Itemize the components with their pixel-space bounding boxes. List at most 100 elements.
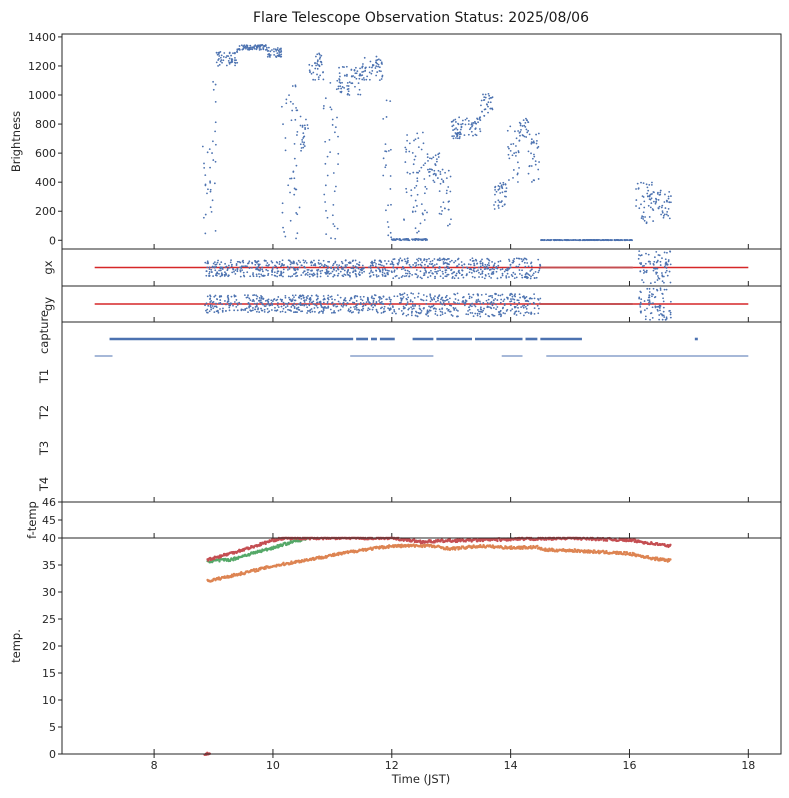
data-point xyxy=(631,266,634,269)
y-tick-label: 20 xyxy=(42,640,56,653)
data-point xyxy=(420,277,423,280)
data-point xyxy=(301,126,304,128)
data-point xyxy=(647,253,650,256)
data-point xyxy=(337,163,339,166)
data-point xyxy=(507,146,509,148)
data-point xyxy=(359,268,362,271)
data-point xyxy=(215,305,217,308)
data-point xyxy=(299,143,302,146)
data-point xyxy=(314,62,316,65)
data-point xyxy=(468,295,471,298)
data-point xyxy=(322,301,325,304)
data-point xyxy=(287,184,290,187)
data-point xyxy=(454,274,457,277)
data-point xyxy=(278,54,281,57)
data-point xyxy=(292,262,295,265)
data-point xyxy=(516,304,519,306)
data-point xyxy=(665,213,668,216)
data-point xyxy=(319,275,322,278)
data-point xyxy=(289,266,292,268)
data-point xyxy=(382,157,385,160)
data-point xyxy=(513,313,516,315)
data-point xyxy=(635,205,637,207)
data-point xyxy=(219,266,222,269)
y-axis-label-brightness: Brightness xyxy=(9,111,23,172)
data-point xyxy=(416,258,418,261)
data-point xyxy=(462,266,464,269)
data-point xyxy=(410,189,413,192)
data-point xyxy=(251,48,254,51)
data-point xyxy=(306,271,309,274)
data-point xyxy=(250,309,253,312)
data-point xyxy=(649,198,652,201)
data-point xyxy=(659,289,662,291)
data-point xyxy=(346,84,348,87)
data-point xyxy=(239,270,242,273)
data-point xyxy=(405,262,408,265)
data-point xyxy=(343,273,346,276)
data-point xyxy=(458,135,461,138)
data-point xyxy=(464,301,467,303)
data-point xyxy=(443,266,446,269)
data-point xyxy=(640,263,642,266)
data-point xyxy=(375,301,378,303)
data-point xyxy=(234,273,237,275)
data-point xyxy=(357,93,360,96)
data-point xyxy=(417,263,420,266)
data-point xyxy=(669,250,671,253)
data-point xyxy=(255,297,258,300)
data-point xyxy=(642,215,645,218)
data-point xyxy=(274,274,277,277)
data-point xyxy=(384,143,387,146)
data-point xyxy=(234,64,236,67)
data-point xyxy=(497,199,500,202)
data-point xyxy=(437,270,439,272)
data-point xyxy=(404,307,406,309)
data-point xyxy=(509,263,512,266)
data-point xyxy=(512,271,515,274)
data-point xyxy=(219,269,222,272)
data-point xyxy=(447,301,450,303)
data-point xyxy=(496,306,499,308)
data-point xyxy=(289,100,292,103)
data-point xyxy=(289,191,291,194)
data-point xyxy=(533,297,536,300)
data-point xyxy=(305,296,308,299)
data-point xyxy=(479,315,482,318)
data-point xyxy=(276,54,279,57)
data-point xyxy=(618,239,621,242)
data-point xyxy=(385,209,387,212)
data-point xyxy=(364,304,367,307)
data-point xyxy=(276,270,279,273)
data-point xyxy=(440,178,443,181)
data-point xyxy=(398,277,400,280)
data-point xyxy=(302,132,305,135)
data-point xyxy=(332,262,335,265)
data-point xyxy=(448,200,450,203)
data-point xyxy=(257,264,260,267)
data-point xyxy=(332,305,335,307)
data-point xyxy=(413,139,415,142)
data-point xyxy=(360,298,362,301)
data-point xyxy=(343,299,345,302)
data-point xyxy=(403,292,406,295)
data-point xyxy=(229,302,232,305)
data-point xyxy=(535,276,538,279)
data-point xyxy=(319,56,322,59)
data-point xyxy=(224,310,227,312)
data-point xyxy=(428,257,430,260)
data-point xyxy=(628,551,632,555)
data-point xyxy=(493,208,496,210)
data-point xyxy=(300,149,302,152)
data-point xyxy=(307,269,310,271)
data-point xyxy=(329,106,332,109)
data-point xyxy=(654,202,657,205)
data-point xyxy=(400,268,403,271)
category-label-t3: T3 xyxy=(37,441,51,456)
data-point xyxy=(326,216,329,219)
data-point xyxy=(371,295,373,298)
data-point xyxy=(326,301,329,303)
data-point xyxy=(340,87,343,90)
data-point xyxy=(440,206,442,208)
data-point xyxy=(416,171,418,174)
